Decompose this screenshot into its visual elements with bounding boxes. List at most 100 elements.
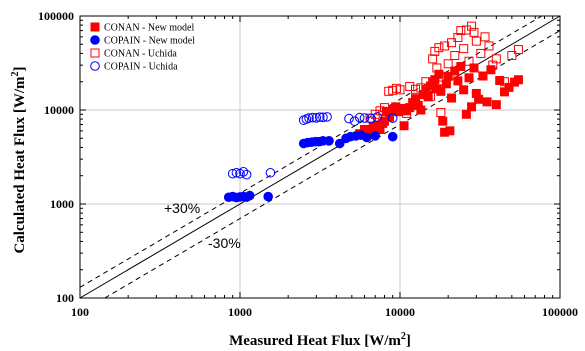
data-point <box>411 84 421 94</box>
reference-lines <box>79 15 561 299</box>
y-tick-label: 10000 <box>44 103 74 117</box>
data-point <box>438 116 448 126</box>
data-point <box>456 62 466 72</box>
data-point <box>464 56 474 66</box>
data-point <box>432 63 442 73</box>
reference-line-1to1 <box>79 15 561 299</box>
data-point <box>513 75 523 85</box>
data-point <box>491 100 501 110</box>
data-point <box>474 94 484 104</box>
legend: CONAN - New model COPAIN - New model CONAN… <box>83 20 221 76</box>
data-point <box>366 113 376 124</box>
legend-marker <box>90 61 100 71</box>
x-tick-label: 10000 <box>385 305 415 319</box>
data-point <box>314 112 325 122</box>
x-tick-label: 100 <box>71 305 89 319</box>
data-point <box>491 54 501 64</box>
data-point <box>438 72 448 82</box>
data-point <box>372 112 382 122</box>
data-point <box>469 27 479 37</box>
data-point <box>513 45 523 55</box>
data-point <box>456 26 466 36</box>
plot-frame <box>79 15 561 299</box>
data-point <box>324 136 334 146</box>
data-point <box>453 76 463 86</box>
annotation-minus30: -30% <box>208 235 241 251</box>
data-point <box>436 86 446 96</box>
y-tick-label: 100 <box>56 291 74 305</box>
data-point <box>443 71 453 81</box>
data-point <box>370 131 381 141</box>
data-point <box>476 48 486 58</box>
legend-label: CONAN - New model <box>104 23 194 34</box>
data-point <box>467 102 477 112</box>
data-point <box>507 51 517 61</box>
data-series <box>223 21 523 203</box>
data-point <box>480 32 490 42</box>
x-axis-title: Measured Heat Flux [W/m2] <box>229 331 411 349</box>
axis-ticks: 100 1000 10000 100000 100 1000 10000 100000 <box>38 9 578 319</box>
data-point <box>436 108 446 118</box>
data-point <box>311 113 322 123</box>
data-point <box>231 167 242 178</box>
data-point <box>461 109 471 119</box>
data-point <box>334 138 345 149</box>
data-point <box>402 108 412 118</box>
data-point <box>399 121 409 131</box>
grid-lines <box>80 16 560 298</box>
data-point <box>263 191 273 202</box>
data-point <box>416 105 426 115</box>
legend-box <box>83 20 221 76</box>
data-point <box>495 75 505 85</box>
data-point <box>238 167 249 177</box>
data-point <box>405 81 415 91</box>
data-point <box>425 91 435 101</box>
data-point <box>304 113 314 123</box>
data-point <box>486 65 496 75</box>
reference-line-dashed <box>104 30 561 299</box>
data-point <box>428 54 438 64</box>
data-point <box>445 126 455 136</box>
legend-marker <box>90 35 100 45</box>
legend-label: COPAIN - New model <box>104 36 195 47</box>
series-group <box>223 130 398 203</box>
y-tick-label: 100000 <box>38 9 74 23</box>
data-point <box>241 169 252 180</box>
data-point <box>447 38 457 48</box>
data-point <box>440 41 450 51</box>
data-point <box>354 112 365 123</box>
x-tick-label: 1000 <box>228 305 252 319</box>
data-point <box>443 59 453 69</box>
data-point <box>244 190 255 201</box>
data-point <box>227 168 238 179</box>
legend-marker <box>90 22 100 32</box>
data-point <box>471 36 481 46</box>
y-tick-label: 1000 <box>50 197 74 211</box>
data-point <box>450 51 460 61</box>
legend-label: COPAIN - Uchida <box>104 62 178 73</box>
data-point <box>459 44 469 54</box>
data-point <box>469 63 479 73</box>
data-point <box>307 112 318 123</box>
data-point <box>318 112 328 123</box>
data-point <box>467 21 477 31</box>
annotation-plus30: +30% <box>164 200 200 216</box>
data-point <box>322 112 332 122</box>
data-point <box>379 103 389 113</box>
data-point <box>421 77 431 87</box>
y-axis-title: Calculated Heat Flux [W/m2] <box>10 66 28 253</box>
data-point <box>482 97 492 107</box>
data-point <box>453 33 463 43</box>
legend-marker <box>90 48 100 58</box>
data-point <box>395 85 405 95</box>
series-group <box>365 21 523 123</box>
data-point <box>361 132 372 143</box>
data-point <box>459 85 469 95</box>
data-point <box>434 43 444 53</box>
data-point <box>344 113 354 124</box>
data-point <box>359 113 370 123</box>
data-point <box>464 73 474 83</box>
data-point <box>447 93 457 103</box>
x-tick-label: 100000 <box>542 305 578 319</box>
data-point <box>416 83 426 93</box>
